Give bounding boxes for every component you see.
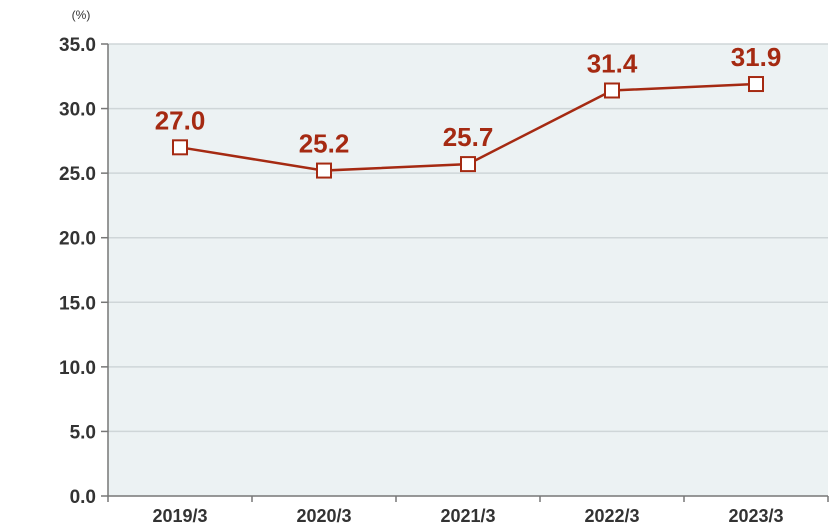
data-label: 31.9 [731, 42, 782, 72]
axes [107, 44, 829, 502]
data-point-marker [316, 162, 332, 179]
x-tick-labels: 2019/3 2020/3 2021/3 2022/3 2023/3 [152, 506, 783, 526]
x-tick-label: 2023/3 [728, 506, 783, 526]
data-label: 25.2 [299, 129, 350, 159]
data-label: 25.7 [443, 122, 494, 152]
data-labels: 27.0 25.2 25.7 31.4 31.9 [155, 42, 782, 159]
y-axis-unit-label: (%) [72, 8, 91, 22]
data-label: 27.0 [155, 105, 206, 135]
data-point-marker [748, 76, 764, 93]
x-tick-label: 2020/3 [296, 506, 351, 526]
grid-lines [101, 43, 828, 497]
y-tick-labels: 0.0 5.0 10.0 15.0 20.0 25.0 30.0 35.0 [59, 35, 96, 508]
x-tick-label: 2021/3 [440, 506, 495, 526]
data-point-marker [460, 156, 476, 173]
y-tick-label: 15.0 [59, 293, 96, 314]
data-label: 31.4 [587, 48, 638, 78]
y-tick-label: 35.0 [59, 35, 96, 56]
y-tick-label: 10.0 [59, 358, 96, 379]
y-tick-label: 5.0 [70, 422, 96, 443]
x-tick-label: 2022/3 [584, 506, 639, 526]
y-tick-label: 20.0 [59, 229, 96, 250]
x-tick-label: 2019/3 [152, 506, 207, 526]
data-markers [172, 76, 764, 179]
y-tick-label: 25.0 [59, 164, 96, 185]
y-tick-label: 0.0 [70, 487, 96, 508]
plot-area [108, 44, 828, 496]
data-point-marker [604, 82, 620, 99]
data-point-marker [172, 139, 188, 156]
y-tick-label: 30.0 [59, 100, 96, 121]
